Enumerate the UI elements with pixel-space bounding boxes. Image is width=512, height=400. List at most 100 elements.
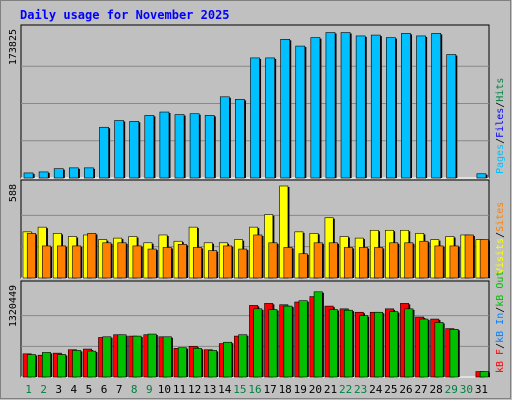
bar-pages-day-27	[416, 35, 426, 179]
bar-sites-day-8	[132, 245, 142, 279]
bar-kb-out-day-27	[419, 318, 429, 378]
panel-visits-sites: 588	[8, 179, 490, 279]
day-label-4: 4	[71, 383, 78, 396]
day-label-6: 6	[101, 383, 108, 396]
bar-pages-day-18	[280, 39, 291, 179]
bar-kb-out-day-25	[389, 311, 399, 378]
bar-pages-day-14	[219, 96, 230, 179]
bar-sites-day-7	[117, 242, 127, 279]
day-label-1: 1	[25, 383, 32, 396]
bar-sites-day-20	[313, 242, 323, 279]
bar-sites-day-17	[268, 242, 278, 279]
bar-kb-out-day-31	[479, 371, 489, 378]
legend-entry: Hits	[495, 78, 506, 102]
bar-sites-day-12	[192, 247, 202, 279]
bar-sites-day-22	[343, 247, 353, 279]
day-label-24: 24	[369, 383, 383, 396]
day-label-2: 2	[40, 383, 47, 396]
day-label-14: 14	[218, 383, 232, 396]
day-label-5: 5	[86, 383, 93, 396]
bar-sites-day-13	[208, 250, 217, 279]
bar-pages-day-7	[114, 120, 124, 179]
bar-kb-out-day-14	[223, 341, 233, 378]
bar-kb-out-day-3	[57, 354, 67, 378]
day-label-11: 11	[173, 383, 186, 396]
legend-entry: kB F	[495, 349, 506, 373]
legend-hits-files-pages: Pages/Files/Hits	[495, 78, 506, 174]
bar-pages-day-11	[174, 114, 185, 179]
panel-kbf-kbin-kbout: 1320449	[8, 280, 490, 378]
bar-pages-day-4	[68, 167, 79, 179]
bar-pages-day-13	[204, 115, 215, 179]
bar-kb-out-day-11	[177, 347, 187, 378]
bar-sites-day-4	[72, 245, 82, 279]
bar-pages-day-5	[84, 167, 94, 179]
bar-kb-out-day-2	[42, 352, 51, 378]
day-axis: 1 2 3 4 5 6 7 8 9 10 11 12 13 14 15 16 17 18 19 20 21 22 23 24 2…	[25, 383, 488, 396]
bar-pages-day-1	[23, 172, 34, 179]
bar-pages-day-31	[476, 173, 487, 179]
bar-sites-day-25	[389, 242, 399, 279]
bar-sites-day-10	[162, 247, 172, 279]
bar-kb-out-day-13	[208, 350, 217, 378]
bar-sites-day-30	[464, 234, 474, 279]
bar-pages-day-3	[53, 168, 64, 179]
legend-entry: Pages	[495, 144, 506, 174]
bar-kb-out-day-23	[359, 315, 368, 378]
day-label-31: 31	[475, 383, 488, 396]
legend-entry: Files	[495, 108, 506, 138]
day-label-20: 20	[309, 383, 322, 396]
legend-entry: kB Out	[495, 271, 506, 307]
bar-sites-day-1	[26, 233, 36, 279]
bar-kb-out-day-18	[283, 305, 293, 378]
day-label-29: 29	[445, 383, 458, 396]
legend-kbf-kbin-kbout: kB F/kB In/kB Out	[495, 271, 506, 373]
bar-pages-day-6	[99, 126, 109, 179]
bar-sites-day-18	[283, 247, 293, 279]
legend-entry: Visits	[495, 238, 506, 274]
day-label-22: 22	[339, 383, 352, 396]
bar-kb-out-day-19	[298, 300, 308, 378]
bar-kb-out-day-7	[117, 334, 127, 378]
bar-kb-out-day-10	[162, 336, 172, 378]
bar-kb-out-day-12	[192, 348, 202, 378]
bar-kb-out-day-24	[374, 311, 384, 378]
bar-kb-out-day-1	[26, 354, 36, 378]
legend-entry: /	[495, 102, 506, 108]
max-value-label: 588	[8, 184, 19, 202]
day-label-18: 18	[279, 383, 292, 396]
bar-pages-day-19	[295, 45, 306, 179]
bar-sites-day-14	[223, 245, 233, 279]
bar-pages-day-10	[159, 111, 170, 179]
day-label-10: 10	[158, 383, 171, 396]
bar-sites-day-23	[359, 247, 368, 279]
day-label-19: 19	[294, 383, 307, 396]
max-value-label: 1320449	[8, 285, 19, 327]
legend-entry: /	[495, 232, 506, 238]
legend-entry: Sites	[495, 202, 506, 232]
day-label-21: 21	[324, 383, 337, 396]
bar-pages-day-17	[265, 57, 275, 179]
day-label-7: 7	[116, 383, 123, 396]
bar-sites-day-26	[404, 242, 414, 279]
day-label-17: 17	[263, 383, 276, 396]
bar-kb-out-day-29	[449, 328, 459, 378]
bar-pages-day-26	[401, 33, 411, 179]
bar-sites-day-11	[177, 244, 187, 279]
bar-sites-day-21	[328, 242, 338, 279]
day-label-30: 30	[460, 383, 473, 396]
bar-kb-out-day-17	[268, 309, 278, 378]
bar-sites-day-2	[42, 245, 51, 279]
bar-sites-day-28	[434, 245, 444, 279]
bar-kb-out-day-20	[313, 291, 323, 378]
bar-kb-out-day-4	[72, 350, 82, 378]
legend-entry: kB In	[495, 313, 506, 343]
bar-kb-out-day-9	[147, 333, 157, 378]
bar-sites-day-5	[87, 233, 97, 279]
bar-pages-day-21	[325, 32, 336, 179]
bar-sites-day-9	[147, 248, 157, 279]
bar-sites-day-24	[374, 247, 384, 279]
